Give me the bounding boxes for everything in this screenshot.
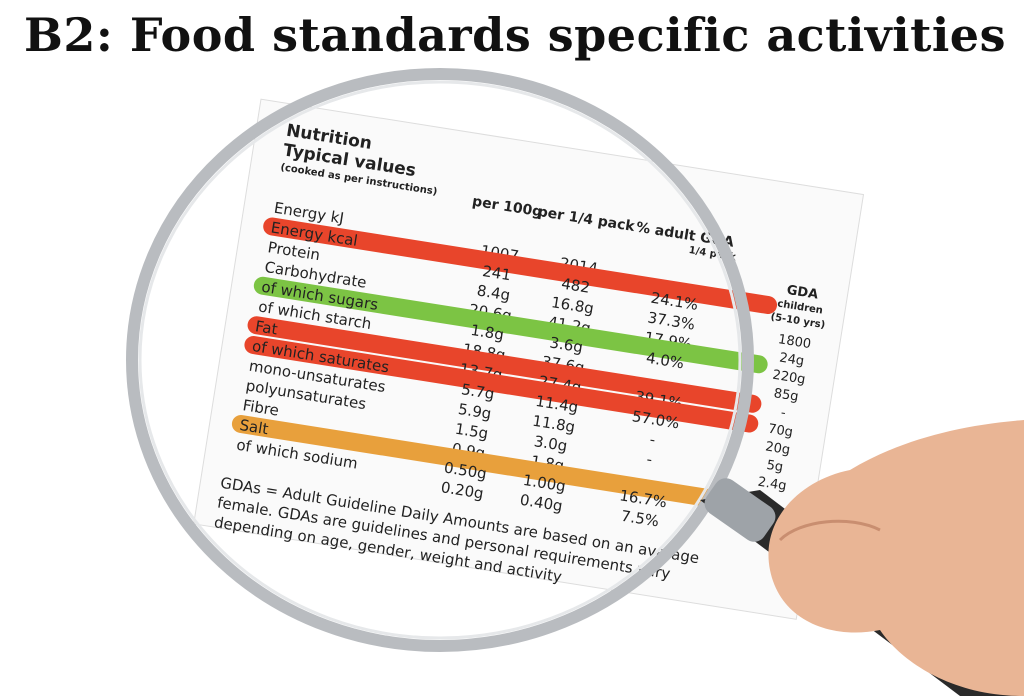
gda-value: 70g bbox=[767, 422, 794, 441]
gda-value: 2.4g bbox=[757, 475, 788, 494]
gda-value: 5g bbox=[766, 458, 785, 475]
gda-value: 85g bbox=[773, 386, 800, 405]
gda-value: 24g bbox=[778, 351, 805, 370]
row-cell: - bbox=[645, 450, 653, 469]
gda-value: 220g bbox=[771, 368, 806, 388]
row-highlight bbox=[253, 276, 768, 374]
row-cell: 7.5% bbox=[620, 507, 660, 531]
row-cell: 1.5g bbox=[454, 420, 490, 443]
row-name: Fat bbox=[254, 317, 279, 338]
hand bbox=[768, 420, 1024, 696]
gda-value: 20g bbox=[764, 439, 791, 458]
row-cell: 3.0g bbox=[533, 432, 569, 455]
gda-value: 1800 bbox=[777, 332, 812, 352]
row-cell: - bbox=[648, 430, 656, 449]
gda-heading: GDA bbox=[786, 283, 819, 303]
row-cell: 5.9g bbox=[457, 400, 493, 423]
row-cell: 1.8g bbox=[469, 321, 505, 344]
row-highlight bbox=[231, 415, 746, 512]
row-highlight bbox=[244, 335, 759, 433]
row-name: Salt bbox=[238, 416, 269, 438]
magnifier-rim bbox=[126, 68, 754, 652]
row-cell: 3.6g bbox=[548, 333, 584, 356]
row-highlight bbox=[247, 316, 762, 413]
row-highlight bbox=[263, 217, 778, 315]
row-name: Fibre bbox=[242, 396, 281, 419]
row-cell: 4.0% bbox=[645, 349, 685, 373]
row-cell: 5.7g bbox=[460, 380, 496, 403]
row-cell: 8.4g bbox=[476, 281, 512, 304]
magnifier-rim-inner bbox=[138, 80, 742, 640]
row-cell: 482 bbox=[560, 275, 591, 297]
row-cell: - bbox=[658, 371, 666, 390]
row-cell: 241 bbox=[481, 262, 512, 284]
hand-crease bbox=[778, 519, 881, 542]
slide-title: B2: Food standards specific activities bbox=[24, 8, 1006, 62]
handle-ferrule bbox=[704, 478, 776, 542]
gda-value: - bbox=[780, 405, 787, 421]
